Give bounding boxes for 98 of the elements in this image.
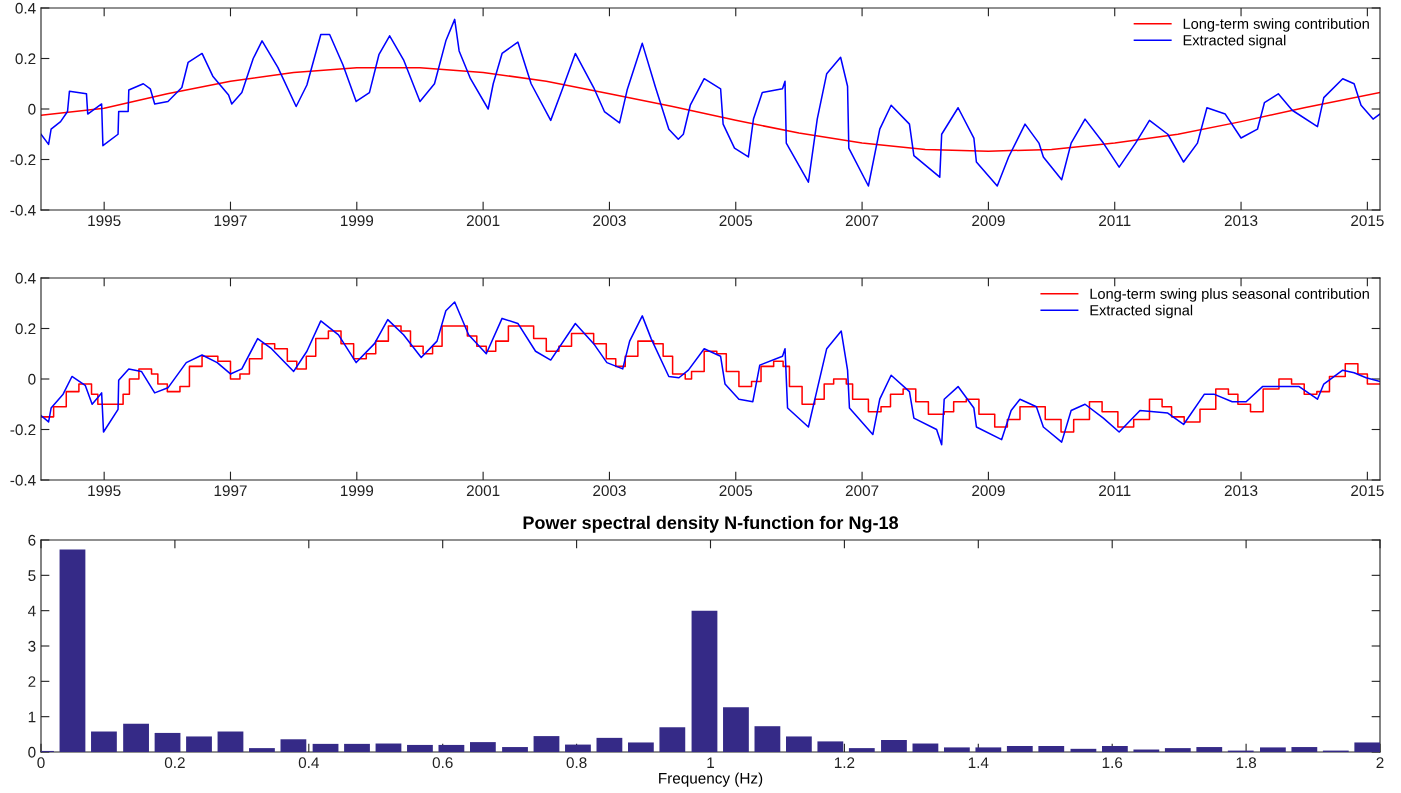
- x-tick-label: 2007: [845, 215, 879, 227]
- bar: [627, 742, 654, 752]
- y-tick-label: -0.4: [10, 474, 36, 486]
- bar: [249, 748, 275, 752]
- bar: [375, 743, 402, 752]
- y-tick-label: -0.4: [10, 204, 36, 216]
- bar: [407, 744, 433, 752]
- y-tick-label: 0.4: [15, 272, 36, 284]
- y-tick-label: 0: [28, 373, 36, 385]
- y-tick-label: 0.2: [15, 53, 36, 65]
- bar: [596, 737, 623, 752]
- x-tick-label: 2003: [593, 485, 626, 497]
- x-tick-label: 2013: [1224, 215, 1258, 227]
- bar: [659, 727, 686, 752]
- x-tick-label: 2009: [972, 215, 1005, 227]
- bar: [1259, 747, 1286, 752]
- y-tick-label: 4: [27, 605, 36, 617]
- bar: [691, 610, 718, 752]
- y-tick-label: 0.4: [15, 2, 36, 14]
- x-tick-label: 0: [37, 757, 45, 769]
- y-tick-label: -0.2: [10, 424, 36, 436]
- bar: [469, 742, 496, 752]
- x-tick-label: 2015: [1351, 485, 1384, 497]
- x-axis-title: Frequency (Hz): [659, 772, 763, 787]
- x-tick-label: 2005: [719, 215, 753, 227]
- bar: [1164, 748, 1191, 752]
- x-tick-label: 1.4: [968, 757, 989, 768]
- line-series: [41, 301, 1380, 446]
- x-tick-label: 2013: [1224, 485, 1258, 497]
- y-tick-label: 3: [28, 640, 36, 652]
- bar: [975, 747, 1002, 752]
- x-tick-label: 1.6: [1102, 757, 1123, 769]
- x-tick-label: 2011: [1099, 485, 1131, 497]
- legend-label: Extracted signal: [1090, 304, 1193, 319]
- bar: [785, 736, 812, 752]
- bar: [723, 707, 749, 752]
- bar: [1006, 745, 1033, 752]
- x-tick-label: 2001: [466, 485, 500, 497]
- x-tick-label: 1999: [340, 485, 374, 497]
- x-tick-label: 1: [707, 757, 714, 768]
- y-tick-label: 6: [28, 534, 36, 546]
- y-tick-label: 2: [28, 676, 36, 687]
- x-tick-label: 2015: [1351, 215, 1384, 227]
- bar: [438, 744, 465, 752]
- x-tick-label: 2005: [719, 485, 753, 497]
- bar: [154, 732, 181, 752]
- y-tick-label: 0.2: [15, 323, 36, 335]
- x-tick-label: 0.2: [164, 757, 185, 769]
- bar: [754, 726, 781, 752]
- x-tick-label: 1997: [214, 215, 247, 227]
- y-tick-label: 5: [28, 570, 36, 582]
- legend-label: Extracted signal: [1183, 34, 1286, 49]
- x-tick-label: 2007: [845, 485, 879, 497]
- y-tick-label: 1: [28, 711, 36, 723]
- bar: [817, 741, 844, 752]
- bar: [1038, 745, 1065, 752]
- bar: [344, 743, 370, 752]
- bar: [186, 736, 212, 752]
- bar: [1101, 745, 1128, 752]
- x-tick-label: 1999: [340, 215, 374, 227]
- x-tick-label: 2001: [466, 215, 500, 227]
- x-tick-label: 0.8: [566, 757, 587, 769]
- bar: [59, 549, 86, 752]
- bar: [848, 748, 875, 752]
- line-series: [41, 67, 1380, 152]
- bar: [1070, 748, 1097, 752]
- x-tick-label: 0.6: [432, 757, 453, 769]
- bar: [943, 747, 970, 752]
- x-tick-label: 1.8: [1236, 757, 1257, 769]
- x-tick-label: 1997: [214, 485, 247, 497]
- y-tick-label: 0: [28, 103, 36, 115]
- line-series: [41, 18, 1380, 187]
- bar: [217, 731, 244, 752]
- bar: [1291, 747, 1318, 752]
- bar: [91, 731, 117, 752]
- y-tick-label: -0.2: [10, 154, 36, 166]
- x-tick-label: 1995: [88, 485, 121, 497]
- bar: [123, 723, 149, 752]
- bar: [533, 736, 560, 752]
- x-tick-label: 2003: [593, 215, 626, 227]
- x-tick-label: 0.4: [298, 757, 319, 769]
- bar: [280, 739, 307, 752]
- legend-label: Long-term swing contribution: [1183, 18, 1369, 32]
- bar: [912, 743, 939, 752]
- bar: [881, 739, 907, 752]
- x-tick-label: 2: [1376, 757, 1384, 768]
- bar: [1196, 747, 1223, 752]
- bar: [312, 743, 339, 752]
- bar: [565, 744, 591, 752]
- x-tick-label: 2011: [1099, 215, 1131, 227]
- x-tick-label: 1995: [88, 215, 121, 227]
- x-tick-label: 2009: [972, 485, 1005, 497]
- y-tick-label: 0: [28, 746, 36, 758]
- bar: [502, 747, 528, 752]
- chart-title: Power spectral density N-function for Ng-18: [523, 515, 899, 533]
- bar: [1354, 742, 1380, 752]
- legend-label: Long-term swing plus seasonal contribution: [1090, 288, 1369, 302]
- x-tick-label: 1.2: [834, 757, 855, 768]
